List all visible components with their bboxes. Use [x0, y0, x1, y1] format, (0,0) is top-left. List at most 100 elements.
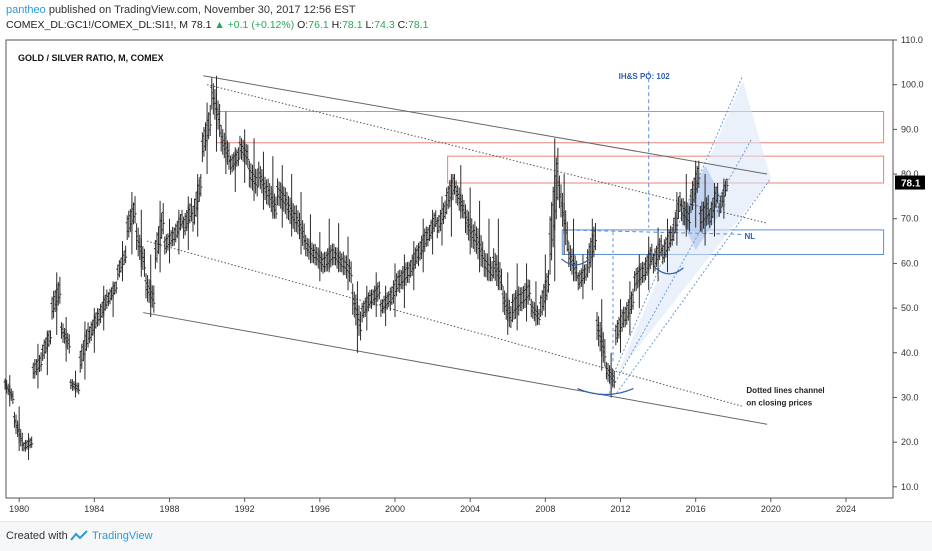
ohlc-bar: [133, 196, 137, 224]
ohlc-bar: [565, 221, 569, 252]
ohlc-bar: [246, 144, 250, 168]
y-tick-label: 50.0: [901, 303, 919, 313]
ohlc-bar: [359, 311, 363, 341]
ohlc-bar: [255, 169, 259, 197]
y-tick-label: 10.0: [901, 482, 919, 492]
ohlc-bar: [377, 281, 381, 300]
symbol-name: COMEX_DL:GC1!/COMEX_DL:SI1!, M: [6, 19, 189, 31]
tradingview-brand-link[interactable]: TradingView: [92, 530, 153, 542]
y-tick-label: 80.0: [901, 169, 919, 179]
last-price: 78.1: [190, 19, 212, 31]
y-tick-label: 20.0: [901, 437, 919, 447]
x-tick-label: 1988: [159, 504, 179, 514]
channel-note-line2: on closing prices: [746, 399, 812, 408]
ohlc-bar: [528, 279, 532, 301]
ohlc-bar: [30, 436, 34, 448]
descending-channel-bottom: [143, 312, 768, 425]
chart-title: GOLD / SILVER RATIO, M, COMEX: [18, 53, 164, 63]
x-tick-label: 2016: [686, 504, 706, 514]
ascending-channel-mid: [608, 138, 753, 394]
close-value: 78.1: [408, 19, 429, 31]
ohlc-bar: [537, 308, 541, 326]
y-axis: 10.0 20.0 30.0 40.0 50.0 60.0 70.0 80.0 90.0 100.…: [893, 35, 925, 492]
y-tick-label: 60.0: [901, 258, 919, 268]
ohlc-bar: [603, 339, 607, 367]
ohlc-bar: [725, 178, 729, 192]
publish-info: published on TradingView.com, November 3…: [45, 4, 356, 16]
x-tick-label: 1980: [9, 504, 29, 514]
ohlc-bar: [67, 334, 71, 354]
x-tick-label: 2024: [836, 504, 856, 514]
tradingview-logo-icon[interactable]: [70, 530, 88, 542]
ohlc-bar: [58, 276, 62, 304]
last-price-tag: [895, 175, 925, 190]
ohlc-bar: [114, 281, 118, 294]
x-tick-label: 1992: [235, 504, 255, 514]
x-tick-label: 2020: [761, 504, 781, 514]
ohlc-bar: [716, 182, 720, 204]
x-axis: 1980 1984 1988 1992 1996 2000 2004 2008 2012 2016…: [9, 498, 856, 514]
low-label: L:: [365, 19, 375, 31]
open-value: 76.1: [308, 19, 329, 31]
high-value: 78.1: [342, 19, 363, 31]
low-value: 74.3: [374, 19, 395, 31]
last-price-label: 78.1: [901, 179, 921, 190]
annotations: IH&S PO: 102 NL Dotted lines channel on clo…: [561, 72, 825, 408]
ohlc-bar: [697, 160, 701, 188]
ohlc-bar: [39, 352, 43, 372]
ihs-po-label: IH&S PO: 102: [619, 72, 671, 81]
ascending-channel-lower: [616, 178, 772, 394]
head-arc: [577, 387, 634, 396]
right-shoulder-arc: [654, 267, 684, 275]
ohlc-bar: [612, 370, 616, 389]
publish-header: pantheo published on TradingView.com, No…: [6, 4, 356, 16]
dotted-channel-top: [206, 84, 768, 224]
author-link[interactable]: pantheo: [6, 4, 46, 16]
price-chart[interactable]: GOLD / SILVER RATIO, M, COMEX IH&S PO: 1…: [0, 0, 932, 521]
x-tick-label: 2008: [535, 504, 555, 514]
y-tick-label: 70.0: [901, 214, 919, 224]
created-with-label: Created with: [6, 530, 68, 542]
x-tick-label: 1984: [84, 504, 104, 514]
x-tick-label: 2004: [460, 504, 480, 514]
footer-bar: Created with TradingView: [0, 521, 932, 551]
price-bars: [3, 75, 729, 461]
ohlc-bar: [77, 382, 81, 395]
ohlc-bar: [11, 390, 15, 405]
y-tick-label: 30.0: [901, 392, 919, 402]
y-tick-label: 40.0: [901, 348, 919, 358]
ohlc-bar: [142, 248, 146, 277]
left-shoulder-arc: [561, 258, 590, 266]
descending-channel-top: [203, 75, 768, 175]
neckline-label: NL: [745, 232, 756, 241]
symbol-info-line: COMEX_DL:GC1!/COMEX_DL:SI1!, M 78.1 ▲ +0…: [6, 19, 429, 31]
ohlc-bar: [631, 288, 635, 310]
ohlc-bar: [152, 285, 156, 313]
ohlc-bar: [687, 205, 691, 232]
x-tick-label: 1996: [310, 504, 330, 514]
ohlc-bar: [161, 203, 165, 235]
ohlc-bar: [274, 196, 278, 219]
ohlc-bar: [236, 147, 240, 166]
plot-area[interactable]: [5, 39, 894, 499]
up-arrow-icon: ▲: [214, 19, 225, 31]
price-change: +0.1 (+0.12%): [227, 19, 295, 31]
ohlc-bar: [499, 268, 503, 291]
ohlc-bar: [48, 330, 52, 345]
high-label: H:: [331, 19, 343, 31]
ohlc-bar: [199, 174, 203, 197]
channel-note-line1: Dotted lines channel: [746, 386, 824, 395]
ohlc-bar: [124, 245, 128, 264]
ohlc-bar: [593, 222, 597, 251]
dotted-channel-bottom: [146, 240, 743, 407]
ohlc-bar: [672, 217, 676, 242]
x-tick-label: 2012: [610, 504, 630, 514]
y-tick-label: 100.0: [901, 80, 924, 90]
x-tick-label: 2000: [385, 504, 405, 514]
ohlc-bar: [208, 104, 212, 136]
ohlc-bar: [546, 269, 550, 293]
ohlc-bar: [349, 261, 353, 284]
close-label: C:: [397, 19, 409, 31]
ohlc-bar: [719, 195, 723, 214]
y-tick-label: 90.0: [901, 124, 919, 134]
